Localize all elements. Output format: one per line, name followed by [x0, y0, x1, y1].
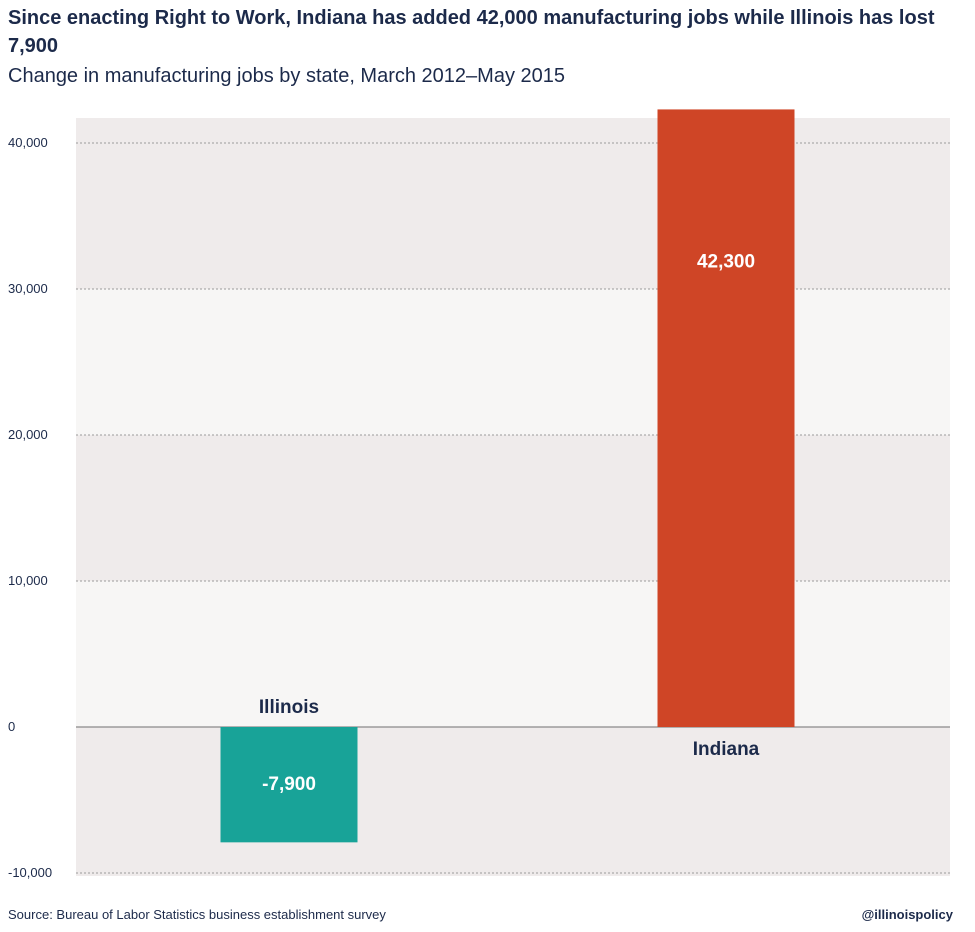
plot-background-band	[76, 727, 950, 876]
chart-title: Since enacting Right to Work, Indiana ha…	[8, 7, 935, 57]
plot-background-band	[76, 118, 950, 289]
y-tick-label: 0	[8, 719, 15, 734]
y-tick-label: 40,000	[8, 135, 48, 150]
data-label: -7,900	[262, 774, 316, 795]
data-label: 42,300	[697, 252, 755, 273]
y-tick-label: 30,000	[8, 281, 48, 296]
bar-indiana	[657, 109, 795, 728]
brand-handle: @illinoispolicy	[861, 907, 953, 922]
category-label: Illinois	[259, 697, 319, 718]
plot-background-band	[76, 435, 950, 581]
source-note: Source: Bureau of Labor Statistics busin…	[8, 907, 386, 922]
bar-chart: 40,000 30,000 20,000 10,000 0 -10,000 -7,900 Il…	[8, 109, 950, 880]
plot-background-band	[76, 289, 950, 435]
chart-subtitle: Change in manufacturing jobs by state, M…	[8, 65, 566, 87]
y-tick-label: 10,000	[8, 573, 48, 588]
category-label: Indiana	[693, 739, 760, 760]
plot-background-band	[76, 581, 950, 727]
y-tick-label: 20,000	[8, 427, 48, 442]
y-tick-label: -10,000	[8, 865, 52, 880]
bar-illinois	[220, 727, 358, 843]
